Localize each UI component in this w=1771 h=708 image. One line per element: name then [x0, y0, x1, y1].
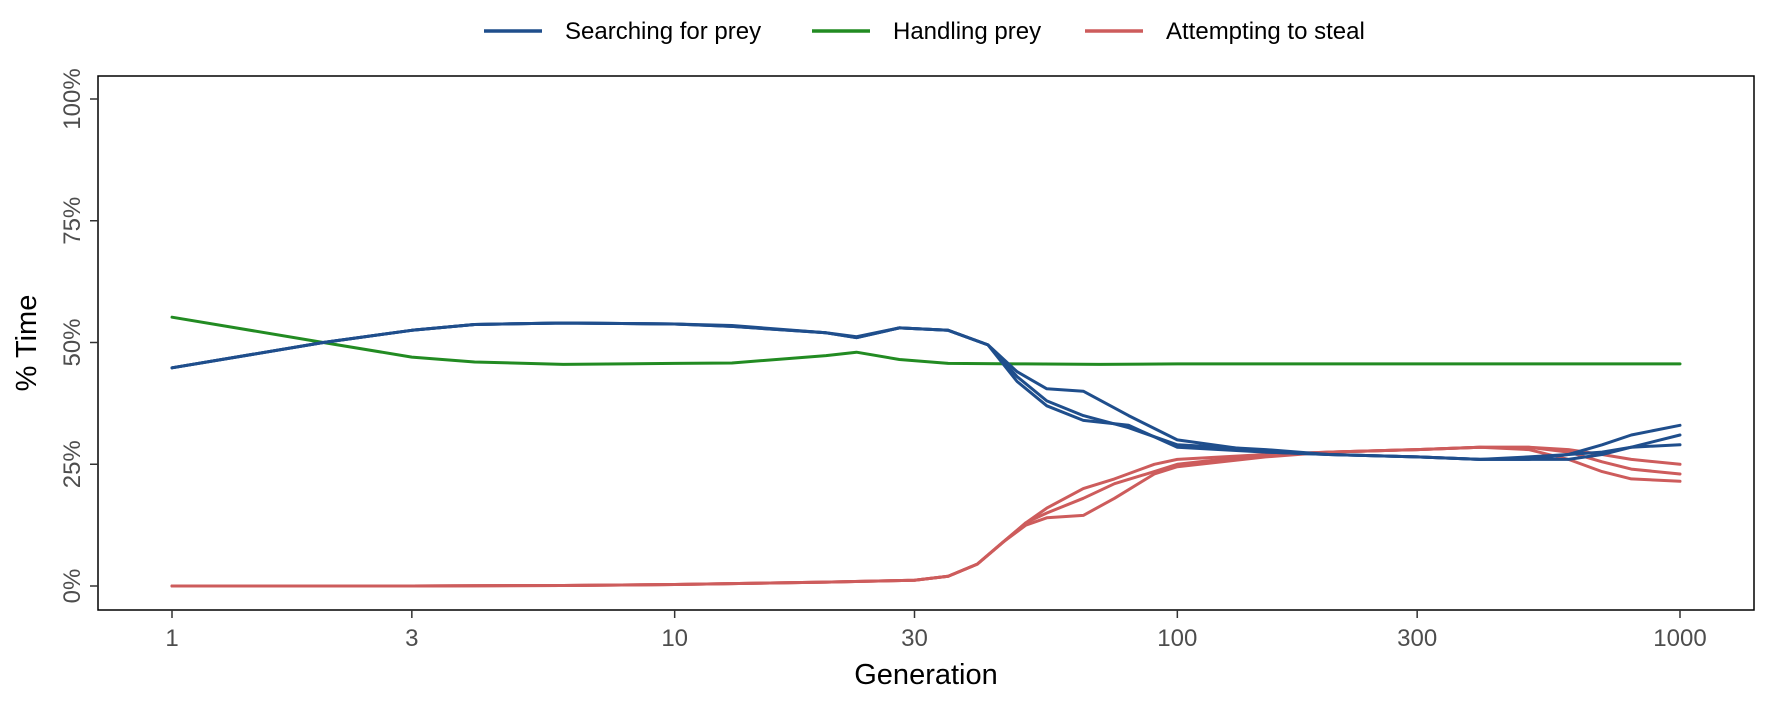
x-axis: 1 3 10 30 100 300 1000 [165, 610, 1707, 652]
y-axis-title: % Time [11, 295, 43, 392]
series-layer [170, 315, 1682, 588]
y-axis: 0% 25% 50% 75% 100% [59, 68, 98, 603]
y-tick-label: 75% [59, 197, 86, 245]
legend-label-handling-prey: Handling prey [893, 18, 1041, 45]
y-tick-label: 25% [59, 440, 86, 488]
y-tick-label: 50% [59, 318, 86, 366]
x-tick-label: 1000 [1653, 625, 1706, 652]
plot-panel [97, 75, 1755, 611]
x-tick-label: 10 [661, 625, 688, 652]
series-line-attempting-to-steal-3 [170, 445, 1682, 588]
x-axis-title: Generation [854, 659, 998, 691]
x-tick-label: 100 [1157, 625, 1197, 652]
legend: Searching for prey Handling prey Attemptin… [484, 18, 1365, 45]
x-tick-label: 30 [901, 625, 928, 652]
y-tick-label: 0% [59, 569, 86, 604]
x-tick-label: 300 [1397, 625, 1437, 652]
legend-label-searching-for-prey: Searching for prey [565, 18, 761, 45]
x-tick-label: 3 [405, 625, 418, 652]
legend-label-attempting-to-steal: Attempting to steal [1166, 18, 1365, 45]
x-tick-label: 1 [165, 625, 178, 652]
y-tick-label: 100% [59, 68, 86, 129]
series-line-handling-prey-1 [170, 315, 1682, 366]
series-line-searching-for-prey-3 [170, 321, 1682, 461]
